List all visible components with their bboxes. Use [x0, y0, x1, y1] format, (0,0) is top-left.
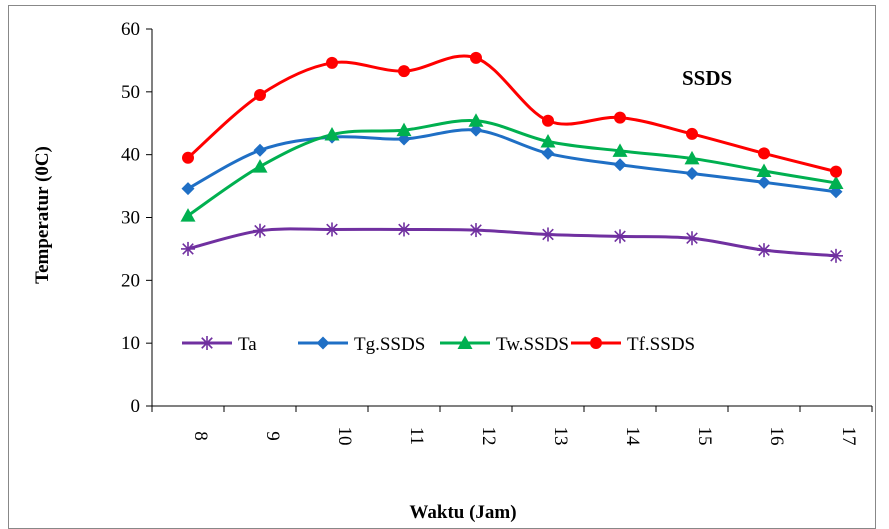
data-point	[470, 51, 482, 64]
y-tick-label: 10	[121, 333, 140, 354]
y-tick-label: 50	[121, 82, 140, 103]
legend: Ta Tg.SSDS Tw.SSDS Tf.SSDS	[182, 334, 695, 355]
data-point	[613, 229, 627, 244]
data-point	[757, 243, 771, 258]
data-point	[398, 65, 410, 78]
data-point	[757, 175, 771, 189]
data-point	[830, 165, 842, 178]
data-point	[181, 182, 195, 196]
legend-marker	[457, 335, 473, 349]
x-tick-label: 13	[550, 427, 571, 446]
y-tick-label: 20	[121, 270, 140, 291]
legend-label: Tw.SSDS	[496, 334, 569, 355]
chart-title: SSDS	[682, 66, 732, 90]
data-point	[469, 223, 483, 238]
data-point	[541, 227, 555, 242]
data-point	[254, 88, 266, 101]
x-tick-label: 8	[190, 431, 211, 441]
legend-marker	[316, 336, 330, 350]
data-point	[469, 123, 483, 137]
data-point	[614, 111, 626, 124]
legend-label: Tg.SSDS	[354, 334, 425, 355]
data-point	[540, 133, 556, 148]
x-tick-label: 14	[622, 427, 643, 447]
data-point	[397, 222, 411, 237]
x-tick-label: 11	[406, 427, 427, 445]
data-point	[756, 163, 772, 178]
data-point	[541, 146, 555, 160]
data-point	[542, 114, 554, 127]
y-axis-title: Temperatur (0C)	[32, 146, 53, 284]
series-markers	[180, 51, 844, 263]
legend-marker	[200, 336, 214, 350]
y-tick-label: 60	[121, 19, 140, 40]
data-point	[253, 223, 267, 238]
data-point	[686, 127, 698, 140]
x-tick-label: 12	[478, 427, 499, 446]
data-point	[253, 143, 267, 157]
data-point	[829, 248, 843, 263]
y-ticks: 0 10 20 30 40 50 60	[121, 19, 152, 417]
data-point	[468, 113, 484, 127]
data-point	[252, 159, 268, 173]
x-tick-label: 9	[262, 431, 283, 441]
data-point	[613, 158, 627, 172]
y-tick-label: 40	[121, 145, 140, 166]
legend-marker	[590, 337, 602, 349]
series-line-tw-ssds	[187, 118, 837, 217]
data-point	[396, 122, 412, 137]
data-point	[180, 208, 196, 222]
y-tick-label: 30	[121, 208, 140, 229]
data-point	[684, 150, 700, 165]
data-point	[326, 56, 338, 69]
data-point	[182, 151, 194, 164]
x-tick-label: 17	[838, 427, 859, 446]
series-line-ta	[187, 227, 837, 258]
legend-label: Tf.SSDS	[627, 334, 695, 355]
x-ticks: 8 9 10 11 12 13 14 15 16 17	[151, 406, 873, 447]
y-tick-label: 0	[131, 396, 141, 417]
series-line-tg-ssds	[187, 128, 837, 194]
chart-frame	[8, 5, 876, 529]
legend-label: Ta	[238, 334, 257, 355]
series-lines	[187, 54, 837, 258]
x-tick-label: 16	[766, 427, 787, 446]
x-axis-title: Waktu (Jam)	[409, 502, 516, 523]
data-point	[758, 147, 770, 160]
series-line-tf-ssds	[187, 54, 837, 174]
data-point	[685, 167, 699, 181]
data-point	[828, 175, 844, 189]
data-point	[324, 127, 340, 141]
data-point	[612, 143, 628, 157]
x-tick-label: 15	[694, 427, 715, 446]
data-point	[325, 222, 339, 237]
data-point	[685, 231, 699, 246]
x-tick-label: 10	[334, 427, 355, 446]
data-point	[181, 241, 195, 256]
